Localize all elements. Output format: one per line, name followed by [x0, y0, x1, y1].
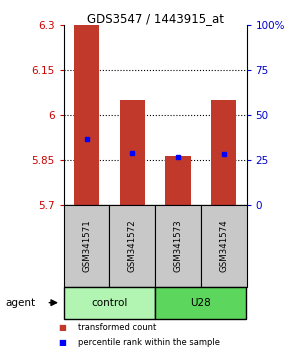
Text: GDS3547 / 1443915_at: GDS3547 / 1443915_at — [87, 12, 224, 25]
Bar — [74, 25, 99, 205]
Bar — [155, 287, 246, 319]
Text: GSM341571: GSM341571 — [82, 219, 91, 273]
Text: agent: agent — [6, 298, 36, 308]
Text: U28: U28 — [191, 298, 211, 308]
Bar — [211, 100, 236, 205]
Bar — [64, 205, 110, 287]
Text: control: control — [91, 298, 128, 308]
Bar — [201, 205, 246, 287]
Bar — [155, 205, 201, 287]
Bar — [110, 205, 155, 287]
Bar — [165, 156, 191, 205]
Bar — [64, 287, 155, 319]
Text: GSM341574: GSM341574 — [219, 219, 228, 273]
Bar — [120, 100, 145, 205]
Text: transformed count: transformed count — [78, 323, 157, 332]
Text: ■: ■ — [58, 323, 66, 332]
Text: GSM341573: GSM341573 — [173, 219, 182, 273]
Text: GSM341572: GSM341572 — [128, 219, 137, 273]
Text: ■: ■ — [58, 338, 66, 347]
Text: percentile rank within the sample: percentile rank within the sample — [78, 338, 220, 347]
